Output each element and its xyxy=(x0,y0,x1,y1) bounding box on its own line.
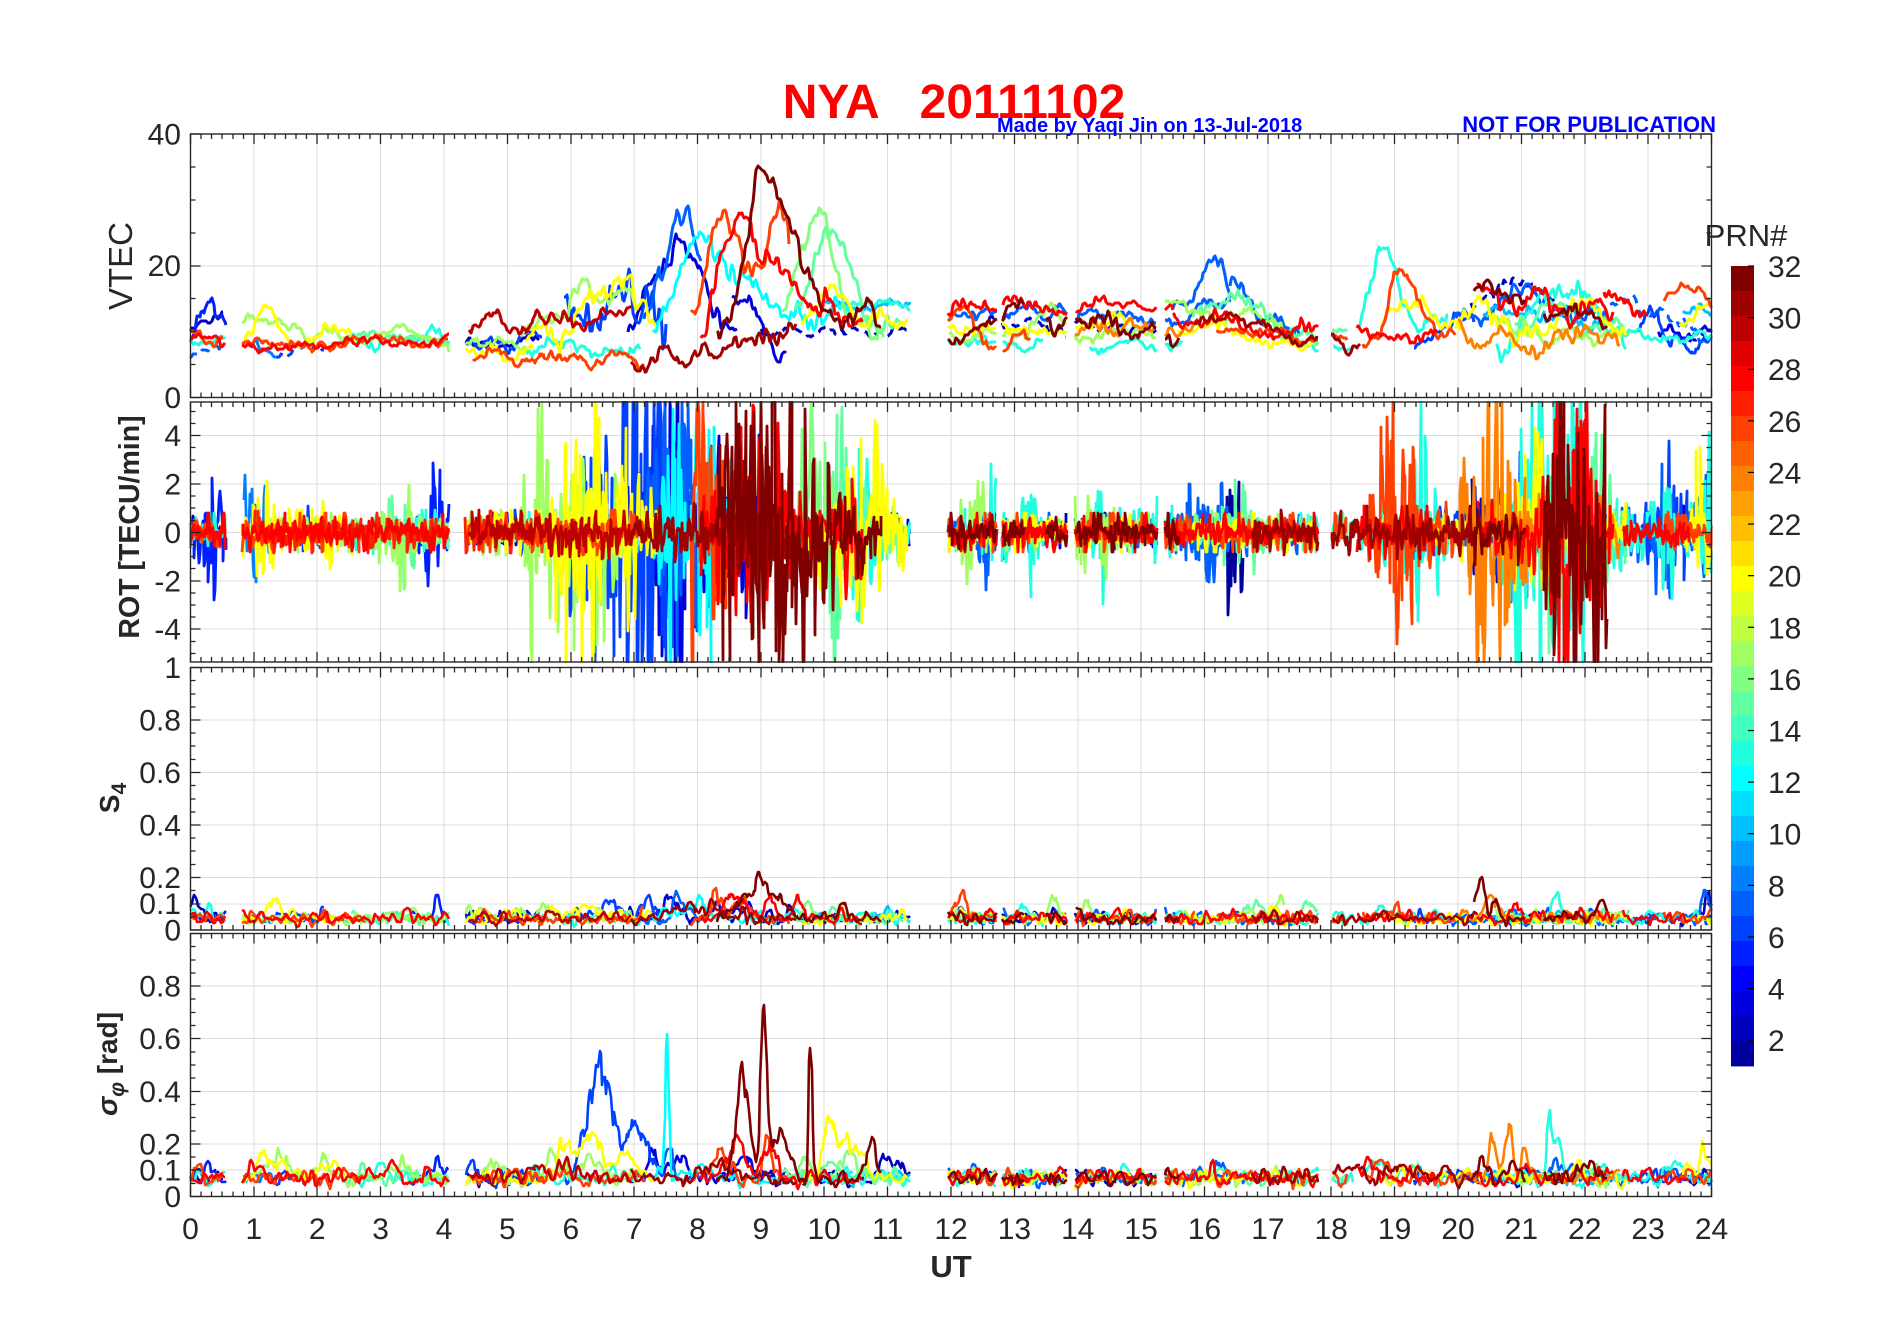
svg-text:9: 9 xyxy=(753,1213,770,1246)
svg-text:-2: -2 xyxy=(154,565,181,598)
svg-text:4: 4 xyxy=(1768,974,1785,1007)
svg-text:0.2: 0.2 xyxy=(139,862,181,895)
svg-text:5: 5 xyxy=(499,1213,516,1246)
svg-text:15: 15 xyxy=(1124,1213,1157,1246)
svg-text:6: 6 xyxy=(562,1213,579,1246)
svg-text:17: 17 xyxy=(1251,1213,1284,1246)
svg-text:20: 20 xyxy=(1768,561,1801,594)
svg-text:0.6: 0.6 xyxy=(139,757,181,790)
svg-text:1: 1 xyxy=(246,1213,263,1246)
svg-text:UT: UT xyxy=(930,1249,971,1284)
svg-text:0: 0 xyxy=(164,382,181,415)
svg-text:14: 14 xyxy=(1768,716,1801,749)
svg-text:22: 22 xyxy=(1568,1213,1601,1246)
svg-text:0.2: 0.2 xyxy=(139,1128,181,1161)
svg-text:10: 10 xyxy=(1768,819,1801,852)
svg-text:20: 20 xyxy=(1441,1213,1474,1246)
svg-text:18: 18 xyxy=(1768,612,1801,645)
svg-text:16: 16 xyxy=(1768,664,1801,697)
svg-text:0.8: 0.8 xyxy=(139,971,181,1004)
svg-text:0.1: 0.1 xyxy=(139,888,181,921)
svg-text:4: 4 xyxy=(436,1213,453,1246)
svg-text:3: 3 xyxy=(372,1213,389,1246)
svg-text:2: 2 xyxy=(309,1213,326,1246)
svg-text:13: 13 xyxy=(998,1213,1031,1246)
svg-text:10: 10 xyxy=(808,1213,841,1246)
svg-text:23: 23 xyxy=(1631,1213,1664,1246)
svg-text:NOT FOR PUBLICATION: NOT FOR PUBLICATION xyxy=(1462,112,1716,137)
svg-text:2: 2 xyxy=(1768,1025,1785,1058)
svg-text:σφ [rad]: σφ [rad] xyxy=(92,1012,129,1116)
svg-text:22: 22 xyxy=(1768,509,1801,542)
svg-text:20: 20 xyxy=(148,250,181,283)
svg-text:0: 0 xyxy=(164,1181,181,1214)
svg-text:NYA 20111102: NYA 20111102 xyxy=(783,76,1126,129)
svg-text:0.1: 0.1 xyxy=(139,1155,181,1188)
svg-text:8: 8 xyxy=(1768,870,1785,903)
svg-text:Made by Yaqi Jin on 13-Jul-201: Made by Yaqi Jin on 13-Jul-2018 xyxy=(997,115,1302,137)
svg-text:30: 30 xyxy=(1768,303,1801,336)
svg-text:7: 7 xyxy=(626,1213,643,1246)
svg-text:12: 12 xyxy=(934,1213,967,1246)
svg-text:0.4: 0.4 xyxy=(139,810,181,843)
svg-text:40: 40 xyxy=(148,119,181,152)
svg-text:0.4: 0.4 xyxy=(139,1076,181,1109)
svg-text:26: 26 xyxy=(1768,406,1801,439)
svg-text:32: 32 xyxy=(1768,251,1801,284)
svg-text:11: 11 xyxy=(872,1213,903,1246)
svg-text:19: 19 xyxy=(1378,1213,1411,1246)
svg-text:14: 14 xyxy=(1061,1213,1094,1246)
svg-text:21: 21 xyxy=(1505,1213,1538,1246)
svg-text:-4: -4 xyxy=(154,614,181,647)
svg-text:12: 12 xyxy=(1768,767,1801,800)
svg-text:8: 8 xyxy=(689,1213,706,1246)
svg-text:0: 0 xyxy=(164,517,181,550)
svg-text:16: 16 xyxy=(1188,1213,1221,1246)
svg-text:18: 18 xyxy=(1315,1213,1348,1246)
svg-text:ROT [TECU/min]: ROT [TECU/min] xyxy=(114,415,146,638)
svg-text:0.8: 0.8 xyxy=(139,705,181,738)
svg-text:0.6: 0.6 xyxy=(139,1023,181,1056)
svg-text:24: 24 xyxy=(1768,458,1801,491)
svg-text:VTEC: VTEC xyxy=(102,222,139,310)
svg-text:PRN#: PRN# xyxy=(1705,218,1788,253)
svg-text:1: 1 xyxy=(164,652,181,685)
svg-text:24: 24 xyxy=(1695,1213,1728,1246)
svg-text:2: 2 xyxy=(164,469,181,502)
svg-text:6: 6 xyxy=(1768,922,1785,955)
svg-text:28: 28 xyxy=(1768,354,1801,387)
svg-text:0: 0 xyxy=(164,915,181,948)
svg-text:4: 4 xyxy=(164,420,181,453)
svg-text:0: 0 xyxy=(182,1213,199,1246)
